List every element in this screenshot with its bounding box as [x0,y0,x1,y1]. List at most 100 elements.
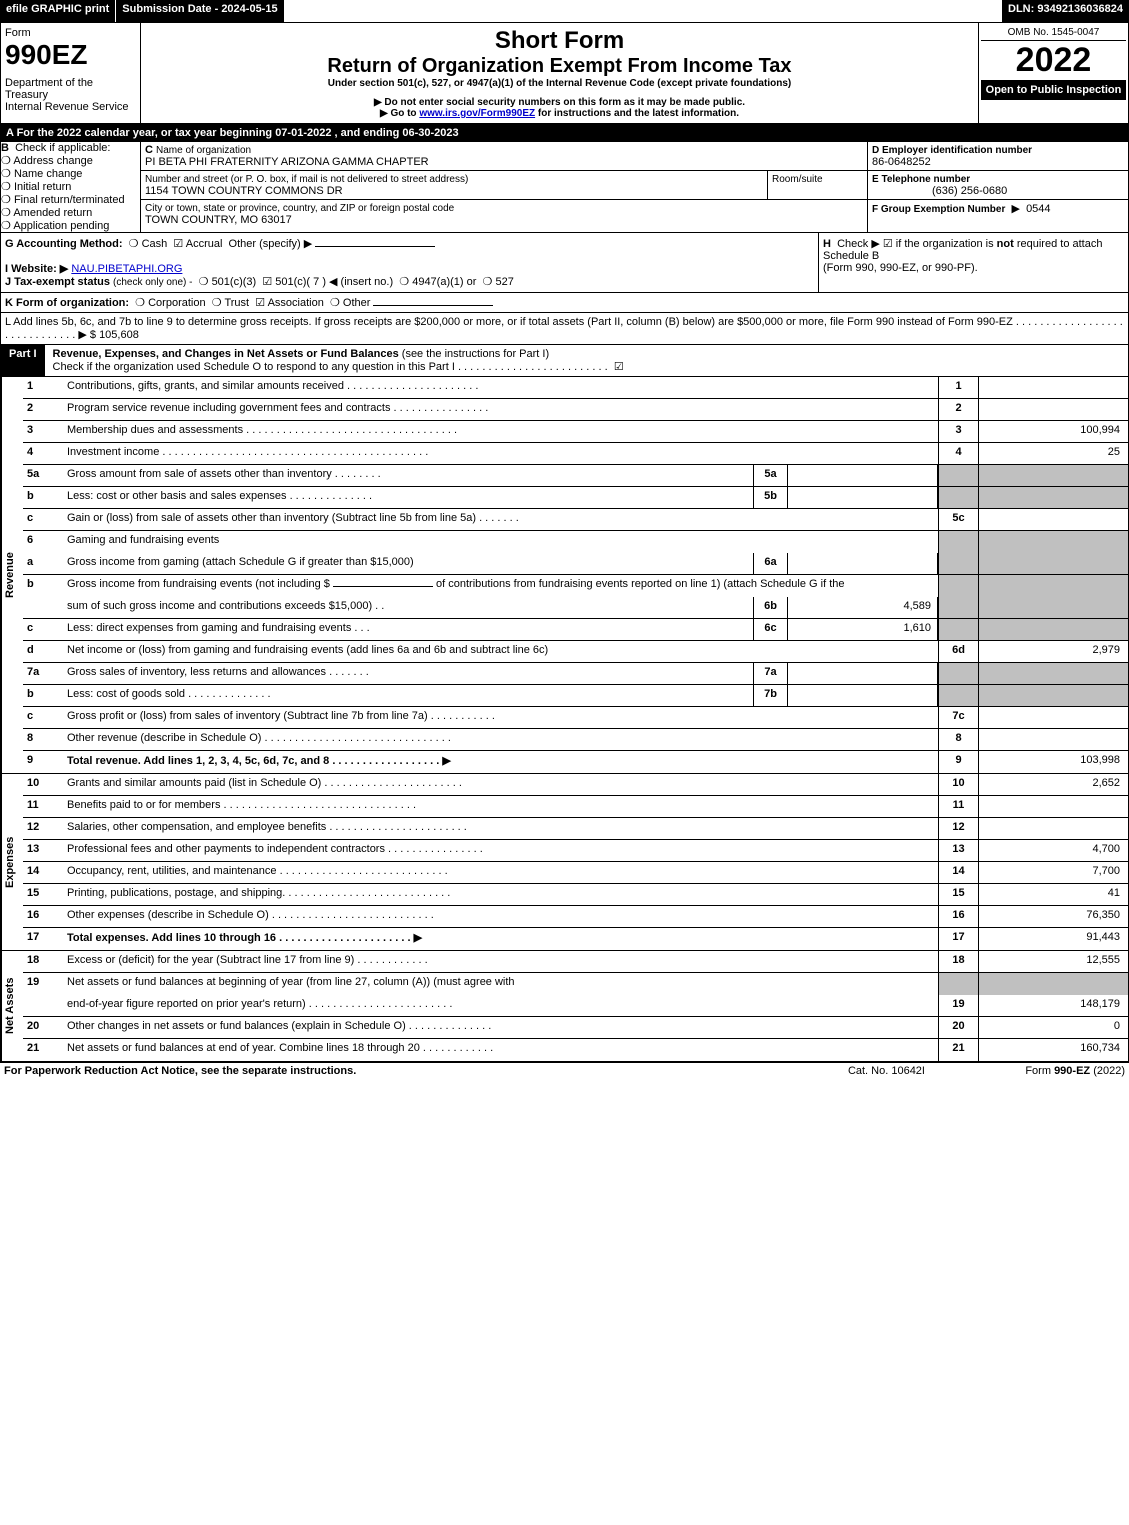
org-name: PI BETA PHI FRATERNITY ARIZONA GAMMA CHA… [145,156,429,168]
opt-final: Final return/terminated [14,194,125,206]
ln1-text: Contributions, gifts, grants, and simila… [63,377,938,398]
ln3-rn: 3 [938,421,978,442]
ein-value: 86-0648252 [872,156,931,168]
chk-corp[interactable]: ❍ [135,297,145,309]
chk-trust[interactable]: ❍ [212,297,222,309]
ln5a-sv [788,465,938,486]
footer-right: Form 990-EZ (2022) [925,1065,1125,1077]
ln6-text: Gaming and fundraising events [63,531,938,553]
line-1: 1 Contributions, gifts, grants, and simi… [23,377,1128,399]
ln13-num: 13 [23,840,63,861]
ln7c-num: c [23,707,63,728]
k-other-blank[interactable] [373,305,493,306]
ln16-rv: 76,350 [978,906,1128,927]
ln6b-blank[interactable] [333,586,433,587]
chk-501c[interactable]: ☑ [262,276,272,288]
ln6c-sv: 1,610 [788,619,938,640]
ln13-rv: 4,700 [978,840,1128,861]
ln4-num: 4 [23,443,63,464]
ln7c-text: Gross profit or (loss) from sales of inv… [63,707,938,728]
ln1-num: 1 [23,377,63,398]
ln6d-text: Net income or (loss) from gaming and fun… [63,641,938,662]
under-section: Under section 501(c), 527, or 4947(a)(1)… [145,78,974,89]
netassets-vlabel: Net Assets [1,951,23,1061]
line-4: 4 Investment income . . . . . . . . . . … [23,443,1128,465]
ln8-rv [978,729,1128,750]
ln5b-rv [978,487,1128,508]
ln15-rv: 41 [978,884,1128,905]
irs-label: Internal Revenue Service [5,101,136,113]
line-a-banner: A For the 2022 calendar year, or tax yea… [0,124,1129,142]
ln5c-num: c [23,509,63,530]
ln7c-rn: 7c [938,707,978,728]
ln18-num: 18 [23,951,63,972]
chk-assoc[interactable]: ☑ [255,297,265,309]
ln5a-rn [938,465,978,486]
chk-final[interactable]: ❍ [1,194,11,206]
chk-501c3[interactable]: ❍ [199,276,209,288]
ln19-text2: end-of-year figure reported on prior yea… [63,995,938,1016]
ln7a-sl: 7a [753,663,788,684]
chk-initial[interactable]: ❍ [1,181,11,193]
c-name-label: Name of organization [156,145,251,156]
ln1-rv [978,377,1128,398]
website-link[interactable]: NAU.PIBETAPHI.ORG [71,263,182,275]
chk-other[interactable]: ❍ [330,297,340,309]
ln11-num: 11 [23,796,63,817]
top-strip: efile GRAPHIC print Submission Date - 20… [0,0,1129,22]
ln5b-sl: 5b [753,487,788,508]
g-other-blank[interactable] [315,246,435,247]
ln2-rn: 2 [938,399,978,420]
chk-part1-o[interactable]: ☑ [614,361,624,373]
ln7b-rv [978,685,1128,706]
ln5a-text: Gross amount from sale of assets other t… [63,465,753,486]
chk-accrual[interactable]: ☑ [173,238,183,250]
line-16: 16 Other expenses (describe in Schedule … [23,906,1128,928]
open-inspection: Open to Public Inspection [981,80,1126,100]
return-title: Return of Organization Exempt From Incom… [145,55,974,78]
ln7b-text: Less: cost of goods sold . . . . . . . .… [63,685,753,706]
line-13: 13 Professional fees and other payments … [23,840,1128,862]
ln6b-t1: Gross income from fundraising events (no… [67,578,330,590]
efile-print-button[interactable]: efile GRAPHIC print [0,0,116,22]
ln17-rn: 17 [938,928,978,950]
ln14-rn: 14 [938,862,978,883]
chk-527[interactable]: ❍ [483,276,493,288]
line-a-text: A For the 2022 calendar year, or tax yea… [6,127,459,139]
ln6b-num: b [23,575,63,597]
ln7a-rv [978,663,1128,684]
ln19-rn0 [938,973,978,995]
ln16-num: 16 [23,906,63,927]
ln6b-t2: of contributions from fundraising events… [436,578,844,590]
phone-value: (636) 256-0680 [872,185,1007,197]
j-sub: (check only one) - [113,277,192,288]
ssn-warning: ▶ Do not enter social security numbers o… [145,97,974,108]
form-label: Form [5,27,136,39]
ln7b-rn [938,685,978,706]
ln6c-rv [978,619,1128,640]
ln20-num: 20 [23,1017,63,1038]
header-right: OMB No. 1545-0047 2022 Open to Public In… [978,23,1128,123]
c-label: C [145,144,153,156]
chk-amended[interactable]: ❍ [1,207,11,219]
h-text1: Check ▶ [837,238,883,250]
irs-link[interactable]: www.irs.gov/Form990EZ [419,108,535,119]
chk-pending[interactable]: ❍ [1,220,11,232]
k-assoc: Association [268,297,324,309]
ln17-num: 17 [23,928,63,950]
chk-address[interactable]: ❍ [1,155,11,167]
ln6-rv [978,531,1128,553]
line-6b-1: b Gross income from fundraising events (… [23,575,1128,597]
chk-name[interactable]: ❍ [1,168,11,180]
chk-h[interactable]: ☑ [883,238,893,250]
opt-pending: Application pending [13,220,109,232]
ln16-text: Other expenses (describe in Schedule O) … [63,906,938,927]
chk-4947[interactable]: ❍ [399,276,409,288]
line-8: 8 Other revenue (describe in Schedule O)… [23,729,1128,751]
chk-cash[interactable]: ❍ [129,238,139,250]
ln19-rv0 [978,973,1128,995]
ln15-text: Printing, publications, postage, and shi… [63,884,938,905]
ln7b-num: b [23,685,63,706]
line-5b: b Less: cost or other basis and sales ex… [23,487,1128,509]
l-text: L Add lines 5b, 6c, and 7b to line 9 to … [5,316,1013,328]
